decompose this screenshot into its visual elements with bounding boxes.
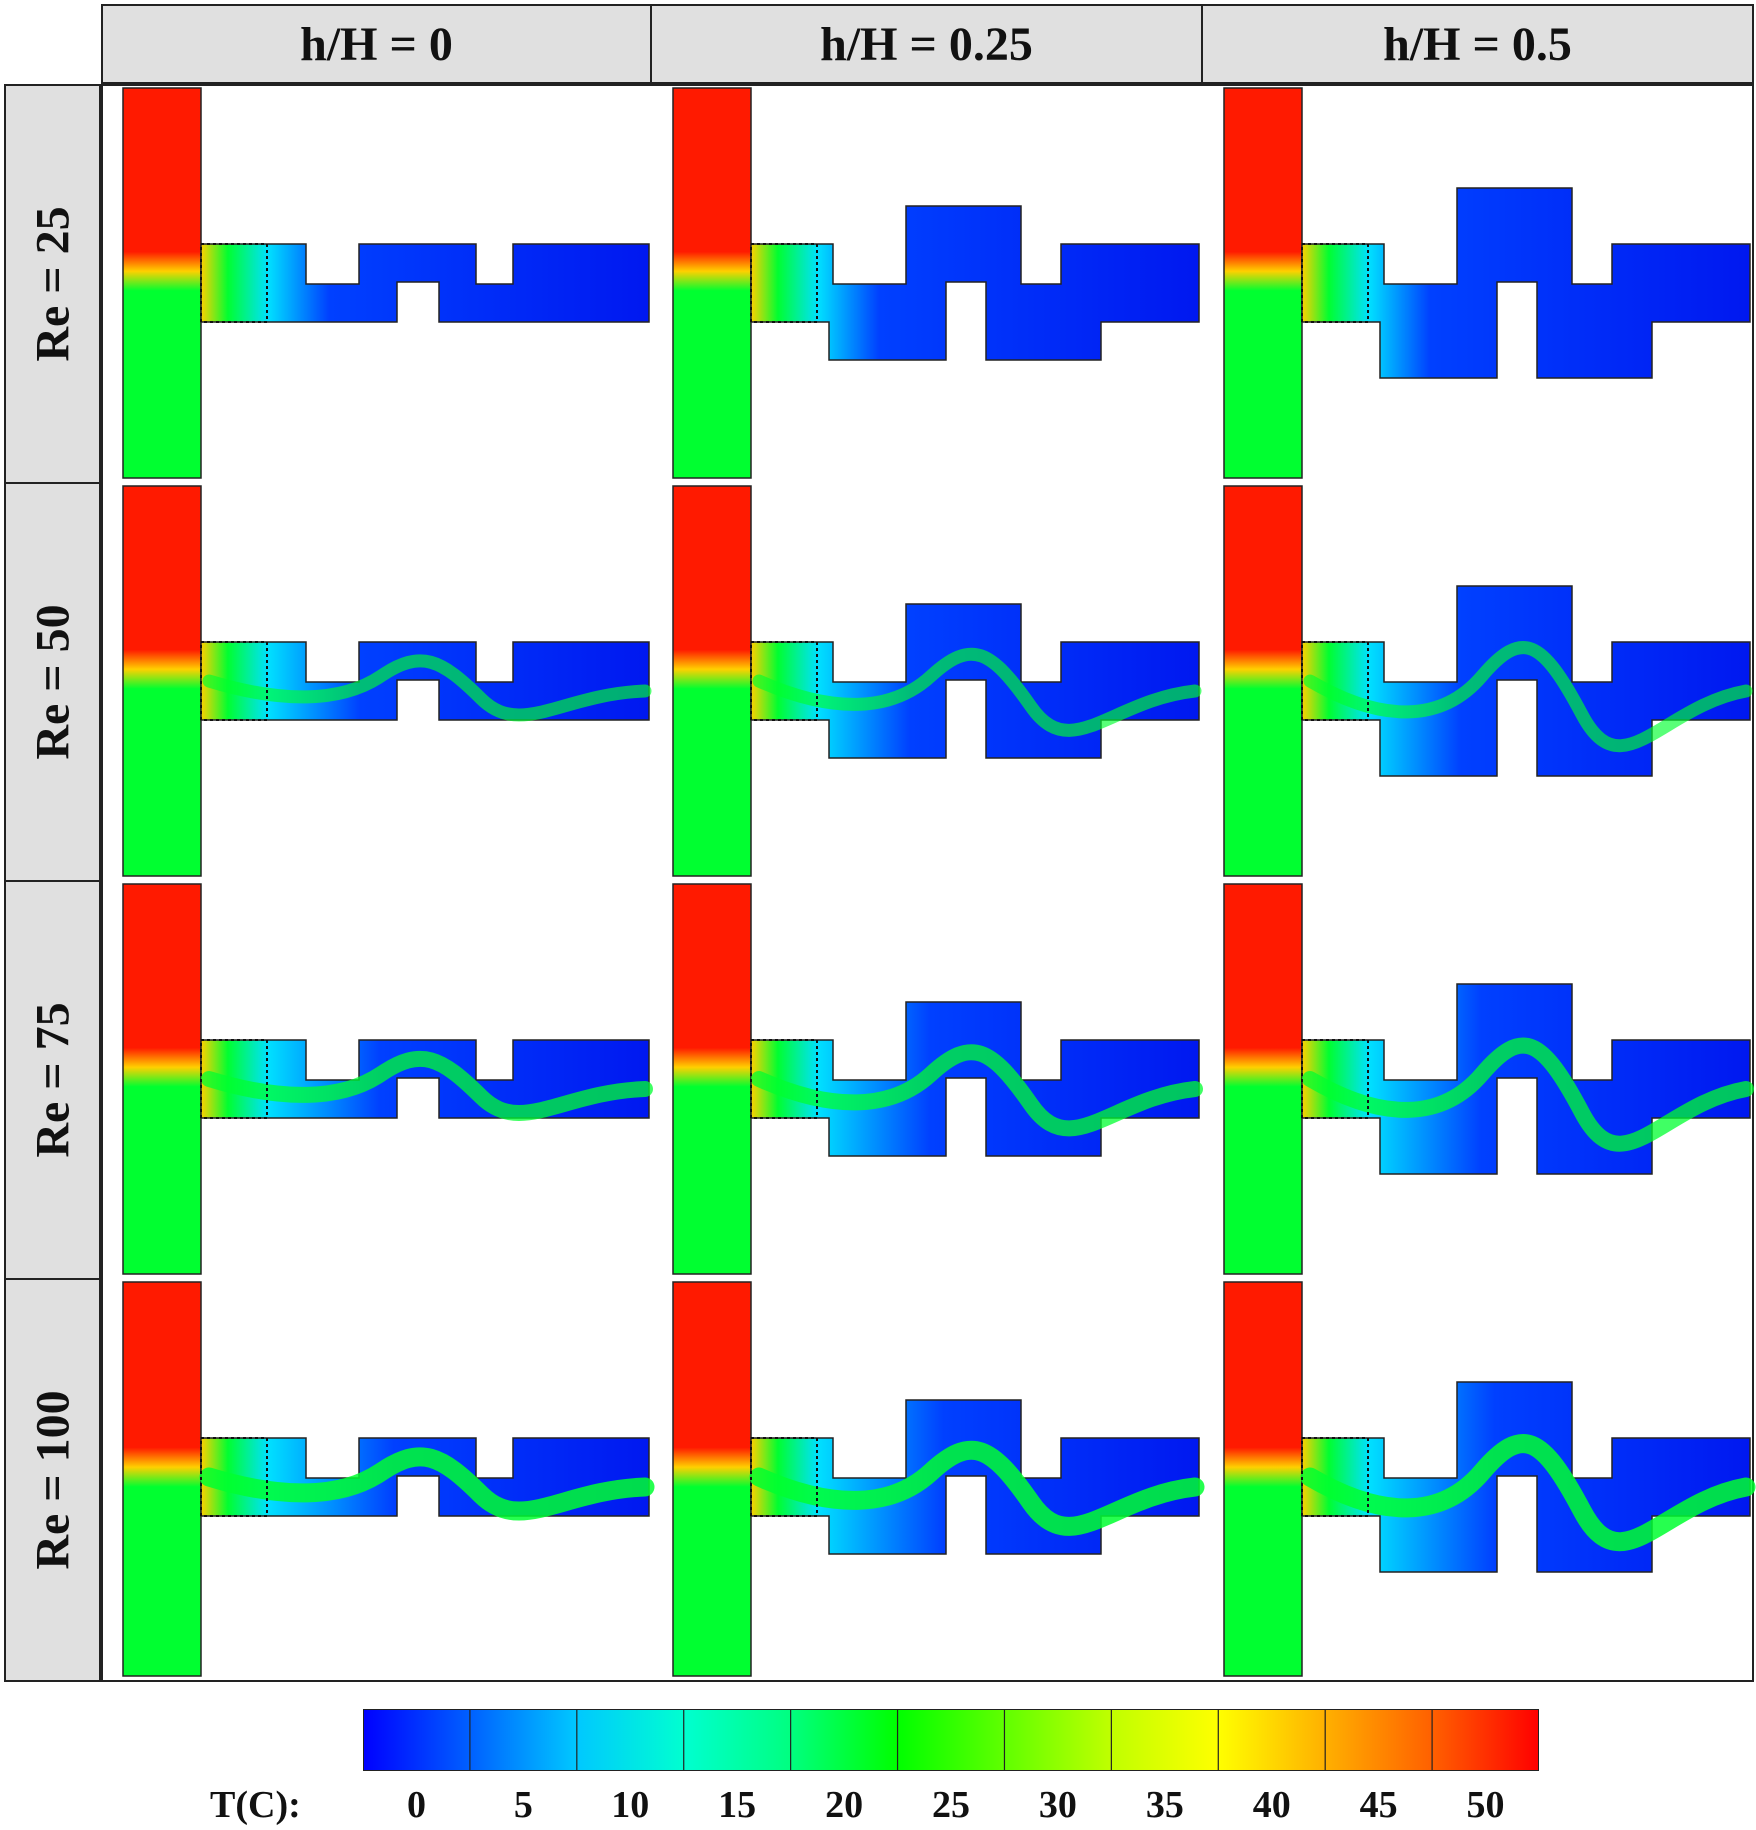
contour-panel-r3-c3 <box>1223 883 1754 1275</box>
contour-panel-r1-c2 <box>672 87 1200 479</box>
serpentine-channel <box>1301 585 1751 777</box>
column-header-label: h/H = 0.25 <box>820 17 1033 71</box>
inlet-region-box <box>1301 641 1369 721</box>
colorbar-tick-label: 50 <box>1466 1784 1505 1826</box>
hot-cold-reservoir <box>1223 485 1303 877</box>
column-header-label: h/H = 0 <box>300 17 453 71</box>
inlet-region-box <box>750 1039 818 1119</box>
serpentine-channel <box>750 205 1200 361</box>
colorbar-tick-label: 5 <box>513 1784 533 1826</box>
colorbar-tick-label: 40 <box>1252 1784 1291 1826</box>
row-header-re-25: Re = 25 <box>4 84 101 484</box>
hot-cold-reservoir <box>122 87 202 479</box>
inlet-region-box <box>200 243 268 323</box>
inlet-region-box <box>750 641 818 721</box>
colorbar-tick-label: 0 <box>406 1784 426 1826</box>
inlet-region-box <box>1301 1039 1369 1119</box>
mixing-streak <box>199 1447 655 1521</box>
serpentine-channel <box>1301 187 1751 379</box>
column-header-hH-0: h/H = 0 <box>101 4 652 84</box>
inlet-region-box <box>750 1437 818 1517</box>
serpentine-channel <box>200 243 650 323</box>
contour-panel-r2-c1 <box>122 485 652 877</box>
colorbar-tick-label: 15 <box>718 1784 757 1826</box>
hot-cold-reservoir <box>122 1281 202 1677</box>
serpentine-channel <box>200 641 650 721</box>
inlet-region-box <box>750 243 818 323</box>
mixing-streak <box>749 1440 1205 1536</box>
hot-cold-reservoir <box>1223 87 1303 479</box>
inlet-region-box <box>200 1039 268 1119</box>
contour-panel-r4-c1 <box>122 1281 655 1677</box>
contour-panel-r2-c2 <box>672 485 1202 877</box>
serpentine-channel <box>750 603 1200 759</box>
row-header-re-50: Re = 50 <box>4 482 101 882</box>
colorbar-title: T(C): <box>210 1784 301 1826</box>
mixing-streak <box>1303 641 1753 753</box>
serpentine-channel <box>750 1001 1200 1157</box>
row-header-re-100: Re = 100 <box>4 1278 101 1682</box>
mixing-streak <box>752 647 1202 737</box>
contour-panel-r3-c1 <box>122 883 653 1275</box>
hot-cold-reservoir <box>122 883 202 1275</box>
colorbar-tick-label: 30 <box>1038 1784 1077 1826</box>
colorbar-tick-label: 20 <box>825 1784 864 1826</box>
colorbar-tick-label: 45 <box>1359 1784 1398 1826</box>
serpentine-channel <box>1301 983 1751 1175</box>
contour-panel-r4-c2 <box>672 1281 1205 1677</box>
mixing-streak <box>751 1044 1203 1137</box>
column-header-label: h/H = 0.5 <box>1383 17 1572 71</box>
hot-cold-reservoir <box>672 883 752 1275</box>
mixing-streak <box>202 654 652 722</box>
hot-cold-reservoir <box>1223 883 1303 1275</box>
serpentine-channel <box>750 1399 1200 1555</box>
mixing-streak <box>1300 1434 1756 1552</box>
row-header-re-75: Re = 75 <box>4 880 101 1280</box>
row-header-label: Re = 25 <box>26 206 79 362</box>
row-header-label: Re = 75 <box>26 1002 79 1158</box>
column-header-hH-0.5: h/H = 0.5 <box>1201 4 1754 84</box>
contour-panel-r1-c3 <box>1223 87 1751 479</box>
hot-cold-reservoir <box>672 87 752 479</box>
colorbar-tick-label: 35 <box>1145 1784 1184 1826</box>
hot-cold-reservoir <box>672 485 752 877</box>
colorbar-tick-label: 25 <box>932 1784 970 1826</box>
hot-cold-reservoir <box>672 1281 752 1677</box>
colorbar-tick-label: 10 <box>611 1784 650 1826</box>
inlet-region-box <box>1301 243 1369 323</box>
contour-panel-r4-c3 <box>1223 1281 1756 1677</box>
mixing-streak <box>1302 1037 1754 1152</box>
inlet-region-box <box>200 641 268 721</box>
temperature-colorbar <box>363 1709 1539 1771</box>
row-header-label: Re = 100 <box>26 1390 79 1570</box>
inlet-region-box <box>200 1437 268 1517</box>
hot-cold-reservoir <box>1223 1281 1303 1677</box>
contour-panel-r3-c2 <box>672 883 1203 1275</box>
colorbar-gradient <box>363 1709 1539 1771</box>
inlet-region-box <box>1301 1437 1369 1517</box>
contour-panel-r1-c1 <box>122 87 650 479</box>
column-header-hH-0.25: h/H = 0.25 <box>650 4 1203 84</box>
serpentine-channel <box>1301 1381 1751 1573</box>
hot-cold-reservoir <box>122 485 202 877</box>
mixing-streak <box>201 1050 653 1121</box>
contour-panel-r2-c3 <box>1223 485 1753 877</box>
row-header-label: Re = 50 <box>26 604 79 760</box>
